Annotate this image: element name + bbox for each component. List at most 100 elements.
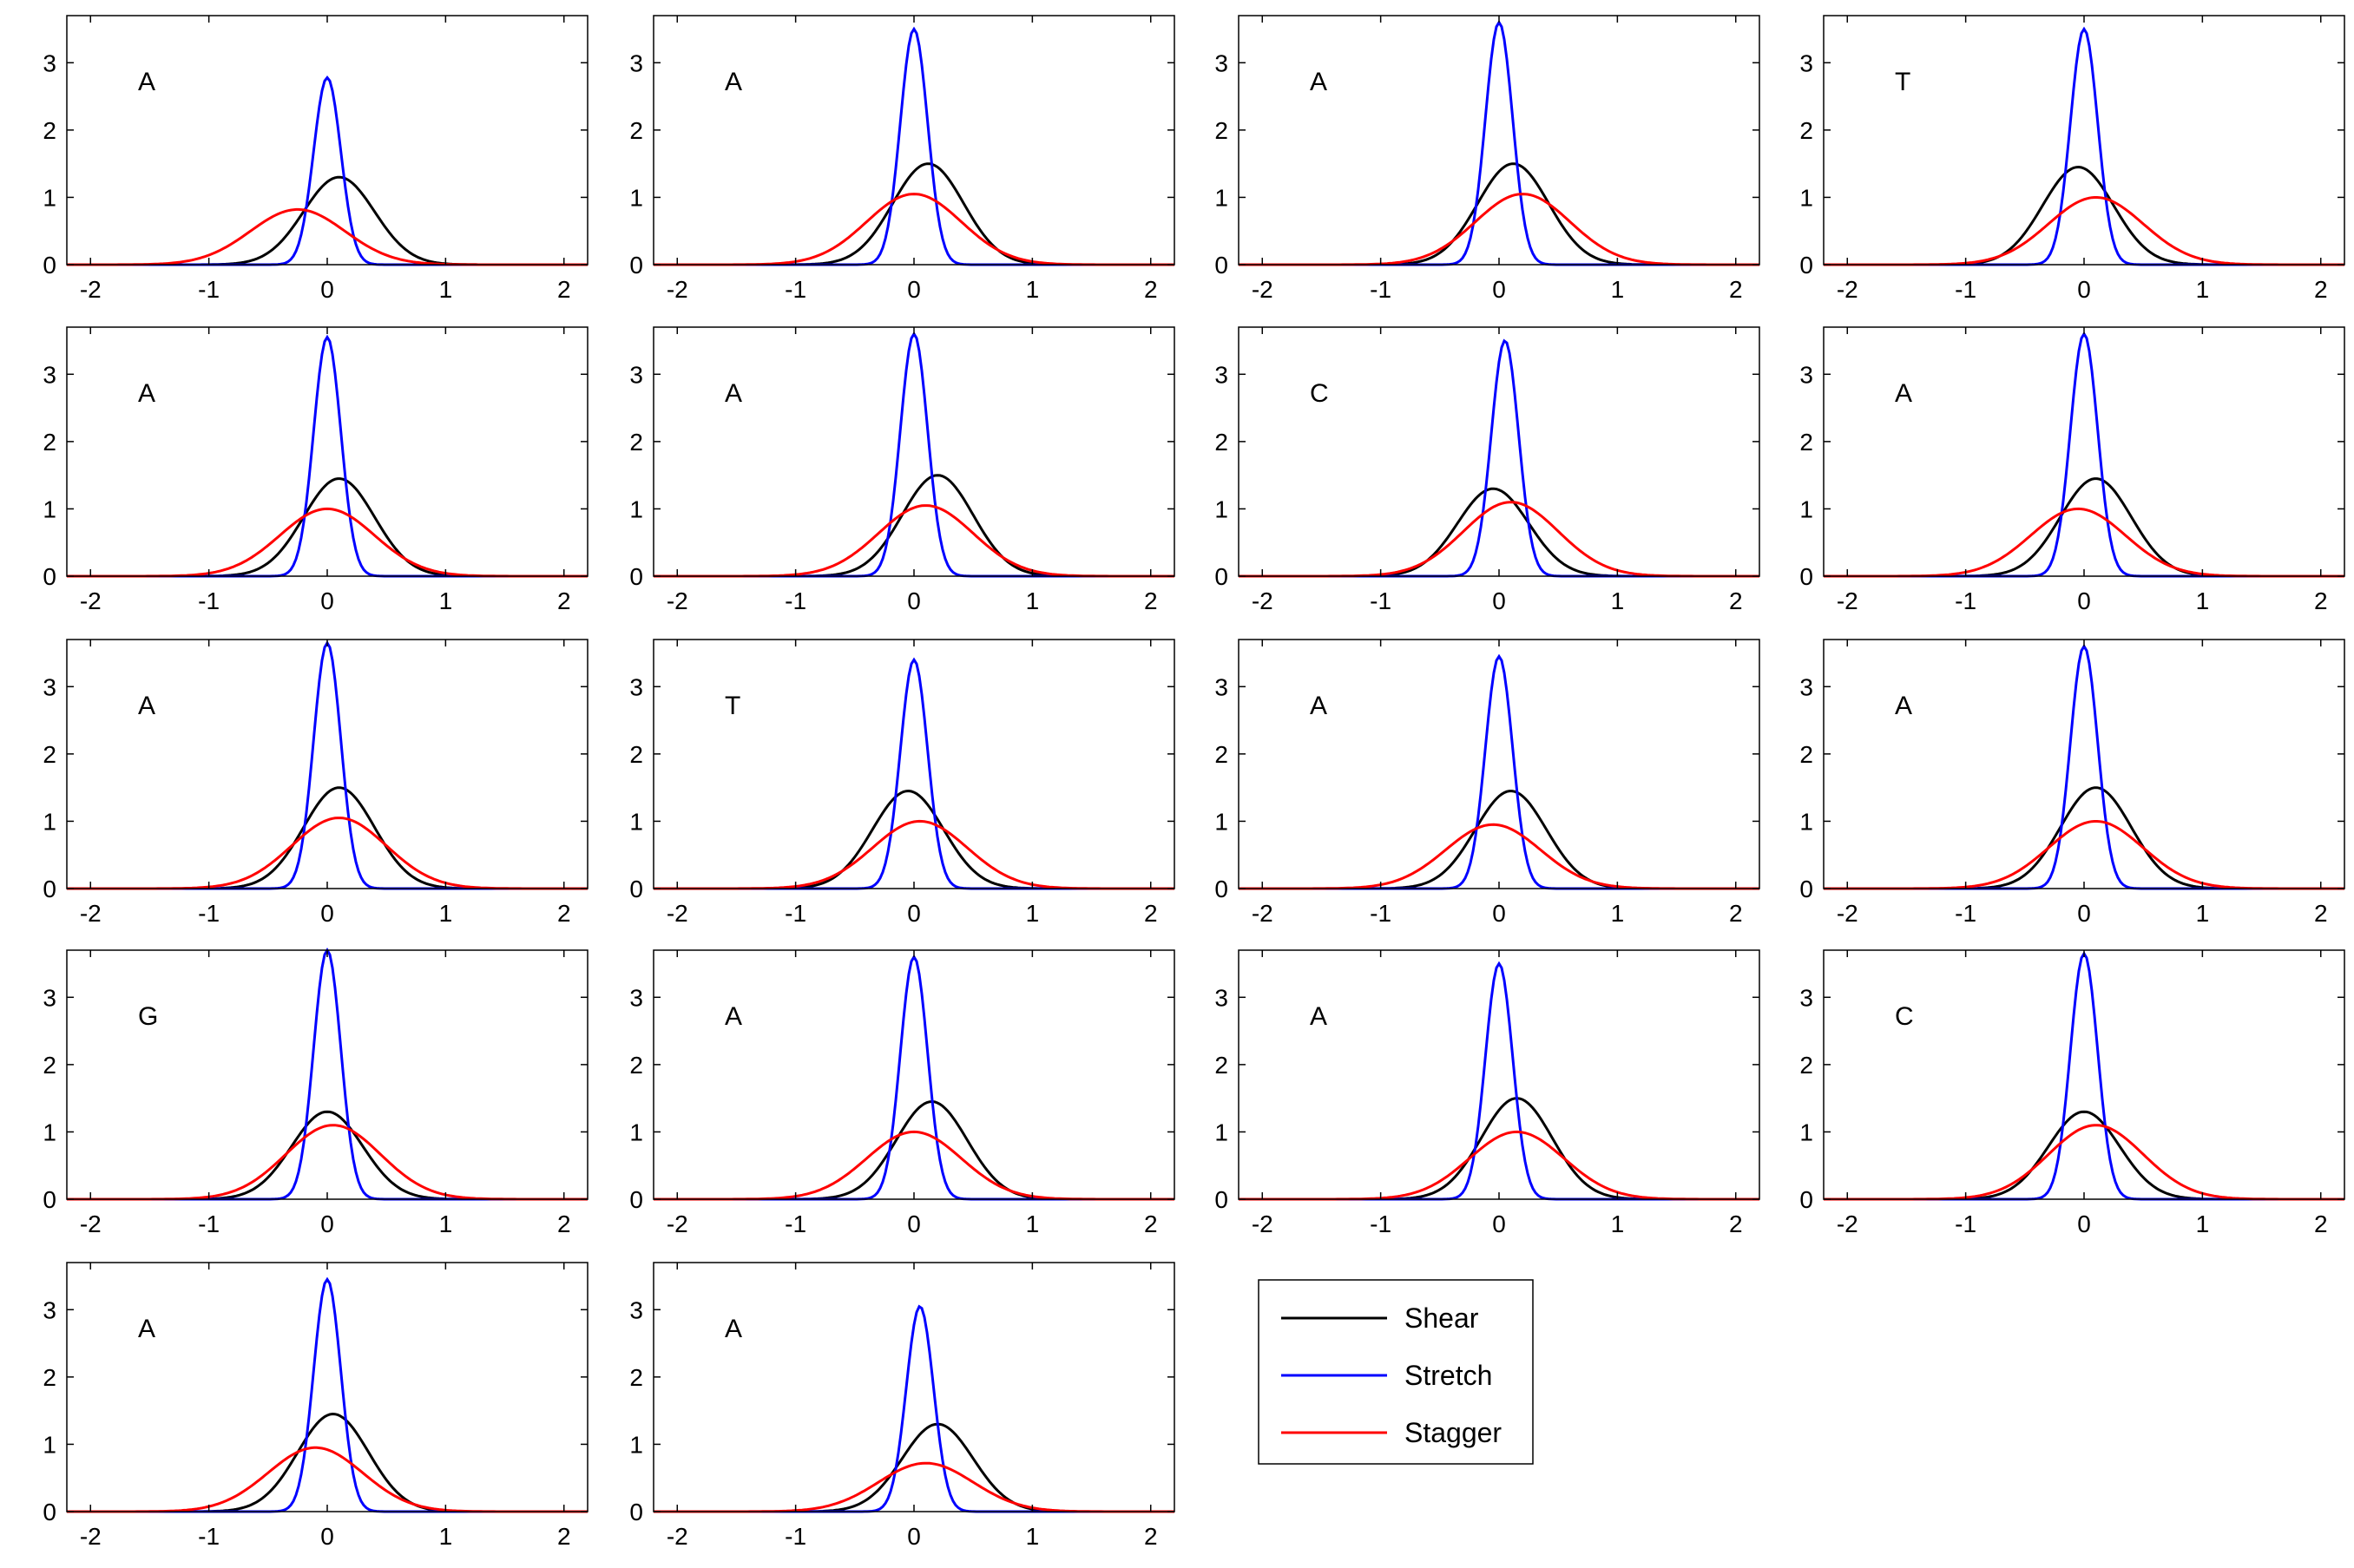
x-tick-label: -2 bbox=[667, 1210, 688, 1237]
y-tick-label: 2 bbox=[1799, 1052, 1813, 1079]
y-tick-label: 1 bbox=[1214, 495, 1228, 522]
x-tick-label: 2 bbox=[557, 587, 571, 614]
axes-box bbox=[66, 326, 588, 577]
y-tick-label: 1 bbox=[629, 495, 643, 522]
panel-label: A bbox=[1310, 692, 1327, 720]
x-tick-label: -2 bbox=[1837, 587, 1858, 614]
y-tick-label: 3 bbox=[43, 361, 56, 388]
panel-label: A bbox=[138, 692, 155, 720]
x-tick-label: -1 bbox=[1370, 900, 1391, 927]
axes-box bbox=[1238, 949, 1760, 1200]
x-tick-label: 1 bbox=[2196, 900, 2210, 927]
x-tick-label: 0 bbox=[907, 1210, 921, 1237]
curve-stagger bbox=[1824, 820, 2344, 890]
x-tick-label: 1 bbox=[439, 1210, 453, 1237]
curve-shear bbox=[1824, 1110, 2344, 1201]
x-tick-label: 0 bbox=[320, 587, 334, 614]
y-tick-label: 3 bbox=[629, 49, 643, 76]
x-tick-label: -1 bbox=[1955, 276, 1976, 303]
y-tick-label: 0 bbox=[629, 252, 643, 279]
x-tick-label: 2 bbox=[2314, 900, 2328, 927]
x-tick-label: 2 bbox=[1729, 1210, 1743, 1237]
panel-14: -2 -1 0 1 2 0 1 2 3 A bbox=[629, 949, 1175, 1237]
y-tick-label: 2 bbox=[629, 1364, 643, 1391]
legend-label-stretch: Stretch bbox=[1404, 1360, 1492, 1391]
panel-10: -2 -1 0 1 2 0 1 2 3 T bbox=[629, 639, 1175, 927]
x-tick-label: -1 bbox=[785, 276, 806, 303]
panel-label: A bbox=[138, 379, 155, 408]
curve-stretch bbox=[654, 331, 1174, 578]
x-tick-label: -1 bbox=[1955, 587, 1976, 614]
curve-shear bbox=[1824, 786, 2344, 890]
x-tick-label: -2 bbox=[80, 900, 102, 927]
curve-stretch bbox=[654, 26, 1174, 266]
axes-box bbox=[1823, 949, 2345, 1200]
x-tick-label: 2 bbox=[1144, 1210, 1158, 1237]
x-tick-label: 1 bbox=[1026, 587, 1040, 614]
x-tick-label: 0 bbox=[1492, 276, 1506, 303]
axes-box bbox=[653, 1262, 1175, 1512]
x-tick-label: -1 bbox=[198, 1210, 220, 1237]
curve-stretch bbox=[1824, 643, 2344, 890]
panel-label: A bbox=[725, 68, 742, 96]
x-tick-label: -2 bbox=[667, 587, 688, 614]
x-tick-label: -1 bbox=[198, 900, 220, 927]
curve-stagger bbox=[1824, 196, 2344, 266]
x-tick-label: -2 bbox=[1252, 900, 1273, 927]
y-tick-label: 3 bbox=[629, 673, 643, 700]
y-tick-label: 0 bbox=[1214, 1186, 1228, 1213]
x-tick-label: -1 bbox=[1370, 587, 1391, 614]
y-tick-label: 0 bbox=[1214, 252, 1228, 279]
panel-label: A bbox=[1310, 68, 1327, 96]
curve-shear bbox=[1824, 165, 2344, 266]
panel-9: -2 -1 0 1 2 0 1 2 3 A bbox=[43, 639, 588, 927]
y-tick-label: 3 bbox=[629, 361, 643, 388]
y-tick-label: 0 bbox=[1214, 876, 1228, 902]
y-tick-label: 0 bbox=[629, 563, 643, 590]
panel-label: G bbox=[138, 1002, 158, 1031]
panel-7: -2 -1 0 1 2 0 1 2 3 C bbox=[1214, 326, 1760, 614]
y-tick-label: 1 bbox=[1214, 184, 1228, 211]
y-tick-label: 3 bbox=[43, 984, 56, 1011]
y-tick-label: 0 bbox=[629, 1186, 643, 1213]
y-tick-label: 2 bbox=[629, 741, 643, 768]
x-tick-label: -2 bbox=[667, 900, 688, 927]
y-tick-label: 1 bbox=[629, 1119, 643, 1145]
x-tick-label: 2 bbox=[1729, 276, 1743, 303]
curve-stagger bbox=[654, 504, 1174, 578]
y-tick-label: 0 bbox=[1799, 876, 1813, 902]
panel-17: -2 -1 0 1 2 0 1 2 3 A bbox=[43, 1262, 588, 1550]
y-tick-label: 2 bbox=[1214, 1052, 1228, 1079]
x-tick-label: -1 bbox=[1370, 276, 1391, 303]
panel-8: -2 -1 0 1 2 0 1 2 3 A bbox=[1799, 326, 2345, 614]
x-tick-label: -1 bbox=[785, 1210, 806, 1237]
y-tick-label: 2 bbox=[43, 117, 56, 144]
curve-stretch bbox=[67, 334, 588, 578]
x-tick-label: -1 bbox=[1370, 1210, 1391, 1237]
panel-16: -2 -1 0 1 2 0 1 2 3 C bbox=[1799, 949, 2345, 1237]
panel-4: -2 -1 0 1 2 0 1 2 3 T bbox=[1799, 15, 2345, 303]
panel-label: C bbox=[1895, 1002, 1914, 1031]
x-tick-label: 1 bbox=[2196, 276, 2210, 303]
curve-stagger bbox=[67, 1446, 588, 1513]
axes-box bbox=[653, 639, 1175, 889]
y-tick-label: 2 bbox=[1214, 741, 1228, 768]
x-tick-label: 2 bbox=[557, 276, 571, 303]
y-tick-label: 1 bbox=[629, 808, 643, 835]
axes-box bbox=[1823, 326, 2345, 577]
x-tick-label: 0 bbox=[320, 900, 334, 927]
y-tick-label: 1 bbox=[43, 1431, 56, 1458]
panel-label: A bbox=[1310, 1002, 1327, 1031]
y-tick-label: 1 bbox=[1214, 808, 1228, 835]
panel-label: A bbox=[1895, 692, 1912, 720]
axes-box bbox=[653, 326, 1175, 577]
panel-11: -2 -1 0 1 2 0 1 2 3 A bbox=[1214, 639, 1760, 927]
curve-stagger bbox=[1239, 1130, 1759, 1201]
curve-stretch bbox=[67, 640, 588, 890]
y-tick-label: 0 bbox=[43, 876, 56, 902]
axes-box bbox=[66, 949, 588, 1200]
y-tick-label: 0 bbox=[1799, 563, 1813, 590]
x-tick-label: -2 bbox=[80, 587, 102, 614]
y-tick-label: 1 bbox=[1799, 1119, 1813, 1145]
